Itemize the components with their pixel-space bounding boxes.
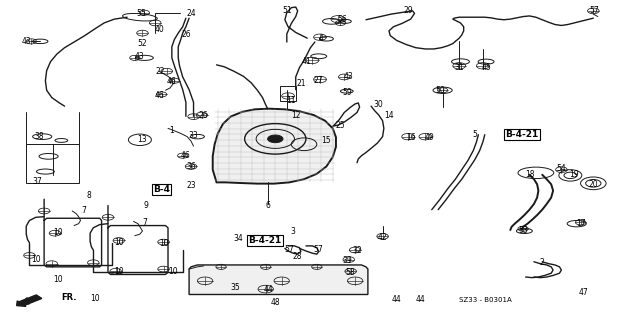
Text: 9: 9 xyxy=(144,201,148,210)
Text: 36: 36 xyxy=(186,162,196,171)
Bar xyxy=(26,144,79,183)
Text: 17: 17 xyxy=(576,219,586,227)
Text: 10: 10 xyxy=(114,267,124,276)
Bar xyxy=(280,86,296,101)
Text: 37: 37 xyxy=(33,177,43,186)
Text: 46: 46 xyxy=(154,92,164,100)
Text: 10: 10 xyxy=(168,267,178,276)
Text: FR.: FR. xyxy=(61,293,77,302)
Text: 43: 43 xyxy=(135,52,145,62)
Text: 28: 28 xyxy=(293,252,302,261)
Text: 21: 21 xyxy=(296,79,305,88)
Text: 44: 44 xyxy=(416,295,426,304)
Text: 18: 18 xyxy=(525,170,534,179)
Text: 38: 38 xyxy=(34,132,44,141)
Text: 12: 12 xyxy=(291,111,301,120)
Text: 10: 10 xyxy=(53,228,63,237)
Text: 41: 41 xyxy=(301,57,311,66)
Polygon shape xyxy=(189,265,368,294)
Text: 1: 1 xyxy=(170,126,174,135)
Text: 57: 57 xyxy=(314,245,324,254)
Text: 32: 32 xyxy=(352,247,362,256)
Text: 45: 45 xyxy=(481,63,491,72)
Text: 2: 2 xyxy=(540,258,545,267)
Text: 30: 30 xyxy=(374,100,383,109)
Text: 27: 27 xyxy=(314,76,324,85)
Text: 55: 55 xyxy=(136,9,146,18)
Polygon shape xyxy=(212,109,336,184)
Text: 22: 22 xyxy=(156,67,165,76)
Text: 7: 7 xyxy=(81,206,86,215)
Text: 6: 6 xyxy=(265,201,270,210)
Text: 10: 10 xyxy=(90,294,100,303)
Text: 15: 15 xyxy=(321,136,331,145)
Text: 23: 23 xyxy=(186,181,196,190)
Text: 33: 33 xyxy=(189,131,198,140)
Text: 46: 46 xyxy=(181,151,191,160)
Text: 48: 48 xyxy=(271,298,280,307)
Text: 31: 31 xyxy=(454,63,464,72)
Text: 51: 51 xyxy=(282,6,292,15)
Text: 35: 35 xyxy=(231,283,241,292)
Text: 49: 49 xyxy=(425,133,435,142)
Text: 57: 57 xyxy=(284,245,294,254)
Text: 56: 56 xyxy=(337,15,348,24)
FancyArrow shape xyxy=(17,295,42,306)
Text: 57: 57 xyxy=(589,6,600,15)
Text: B-4: B-4 xyxy=(153,185,170,194)
Text: 10: 10 xyxy=(114,238,124,247)
Text: 10: 10 xyxy=(53,275,63,284)
Text: 10: 10 xyxy=(159,239,168,248)
Text: 59: 59 xyxy=(342,88,352,97)
Text: 43: 43 xyxy=(21,38,31,47)
Text: 53: 53 xyxy=(518,226,528,234)
Text: SZ33 - B0301A: SZ33 - B0301A xyxy=(460,297,512,303)
Text: 8: 8 xyxy=(86,190,91,200)
Text: 39: 39 xyxy=(342,256,352,265)
Text: 20: 20 xyxy=(589,180,598,189)
Text: 58: 58 xyxy=(346,268,355,277)
Text: 5: 5 xyxy=(472,130,477,139)
Text: 40: 40 xyxy=(154,25,164,34)
Text: 25: 25 xyxy=(335,121,345,130)
Text: 4: 4 xyxy=(319,34,324,43)
Text: 44: 44 xyxy=(264,285,274,293)
Text: 24: 24 xyxy=(186,9,196,18)
Text: 47: 47 xyxy=(578,288,588,297)
Text: 43: 43 xyxy=(344,72,354,81)
Circle shape xyxy=(268,135,283,143)
Text: 26: 26 xyxy=(199,111,209,120)
Text: 46: 46 xyxy=(167,77,177,86)
Text: 19: 19 xyxy=(570,170,579,179)
Text: B-4-21: B-4-21 xyxy=(248,236,282,245)
Text: 29: 29 xyxy=(403,6,413,15)
Text: 11: 11 xyxy=(287,96,296,105)
Text: B-4-21: B-4-21 xyxy=(505,130,538,139)
Text: 3: 3 xyxy=(291,227,296,236)
Text: 26: 26 xyxy=(181,30,191,39)
Text: 13: 13 xyxy=(138,135,147,144)
Text: 50: 50 xyxy=(435,86,445,95)
Text: 7: 7 xyxy=(142,218,147,227)
Text: 42: 42 xyxy=(378,233,387,242)
Text: 14: 14 xyxy=(384,111,394,120)
Text: 52: 52 xyxy=(138,39,147,48)
Text: 16: 16 xyxy=(406,133,415,142)
Text: 10: 10 xyxy=(31,255,40,264)
Text: 54: 54 xyxy=(557,164,566,173)
Text: 44: 44 xyxy=(392,295,401,304)
Text: 34: 34 xyxy=(234,234,243,243)
